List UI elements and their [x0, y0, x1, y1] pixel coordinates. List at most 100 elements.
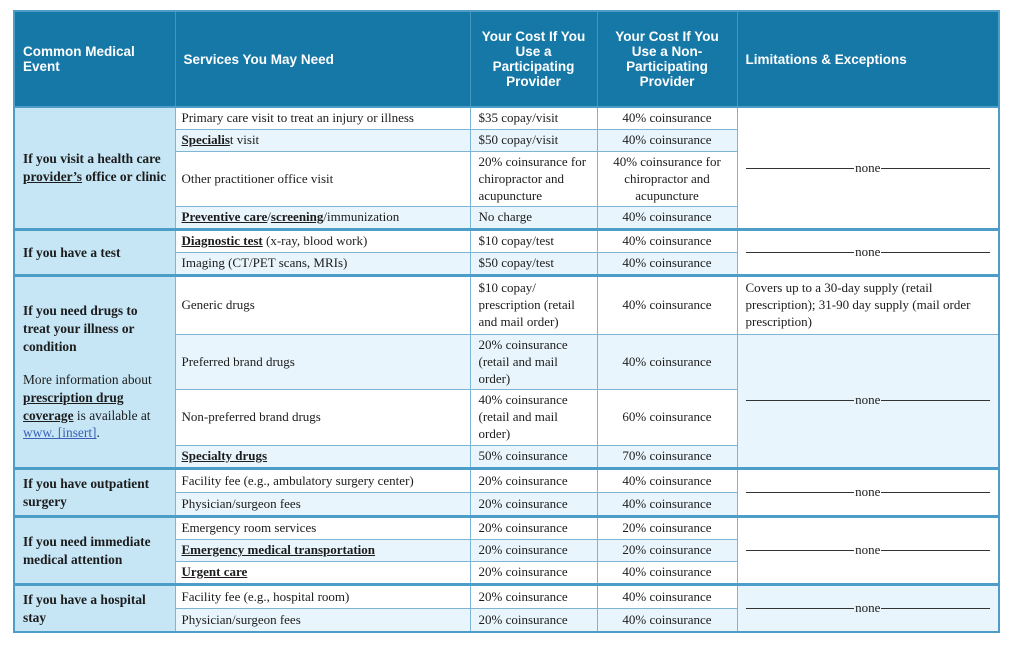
- participating-cost-cell: 20% coinsurance: [469, 583, 598, 610]
- event-cell: If you have a hospital stay: [13, 583, 176, 633]
- event-paragraph: More information about prescription drug…: [23, 371, 167, 442]
- text-run: Physician/surgeon fees: [181, 495, 301, 511]
- non-participating-cost-cell: 40% coinsurance: [596, 333, 738, 391]
- table-row: Preventive care/screening/immunization No…: [14, 206, 999, 231]
- text-run: More information about: [23, 372, 152, 388]
- text-run: If you visit a health care: [23, 151, 161, 167]
- text-run: Generic drugs: [181, 297, 255, 313]
- none-label: none: [855, 244, 881, 260]
- event-cell: If you need immediate medical attention: [13, 515, 176, 586]
- service-cell: Urgent care: [174, 561, 471, 586]
- text-run: Specialty drugs: [181, 448, 268, 464]
- dash-line: [881, 252, 990, 254]
- table-row: Physician/surgeon fees 20% coinsurance 40%…: [14, 608, 999, 633]
- table-row: Other practitioner office visit 20% coins…: [14, 150, 999, 208]
- dash-line: [745, 550, 855, 552]
- non-participating-cost-cell: 40% coinsurance: [596, 608, 738, 633]
- service-cell: Preferred brand drugs: [174, 333, 471, 391]
- participating-cost-cell: $50 copay/visit: [469, 128, 598, 152]
- none-label: none: [855, 159, 881, 175]
- text-run: Facility fee (e.g., hospital room): [181, 588, 350, 604]
- text-run: office or clinic: [82, 169, 167, 185]
- non-participating-cost-cell: 40% coinsurance: [596, 492, 738, 518]
- text-run: Urgent care: [181, 564, 248, 580]
- none-label: none: [855, 600, 881, 616]
- text-run: Emergency medical transportation: [181, 542, 376, 558]
- text-run: .: [96, 425, 100, 441]
- non-participating-cost-cell: 40% coinsurance: [596, 583, 738, 610]
- participating-cost-cell: 20% coinsurance: [469, 467, 598, 494]
- participating-cost-cell: 50% coinsurance: [469, 445, 598, 470]
- text-run: provider’s: [23, 169, 83, 185]
- col-header-limitations-exceptions: Limitations & Exceptions: [736, 10, 1000, 108]
- header-row: Common Medical Event Services You May Nee…: [13, 10, 1000, 108]
- table-row: Non-preferred brand drugs 40% coinsurance…: [14, 389, 999, 447]
- col-header-cost-non-participating-provider: Your Cost If You Use a Non-Participating…: [596, 10, 738, 108]
- dash-line: [881, 492, 990, 494]
- table-row: Specialty drugs 50% coinsurance 70% coinsu…: [14, 445, 999, 470]
- limitations-cell: none: [736, 515, 1000, 586]
- non-participating-cost-cell: 40% coinsurance: [596, 467, 738, 494]
- event-cell: If you need drugs to treat your illness …: [13, 274, 176, 470]
- table-row: If you need immediate medical attention E…: [13, 515, 1000, 586]
- text-run: If you need drugs to treat your illness …: [23, 303, 138, 354]
- dash-line: [881, 400, 990, 402]
- non-participating-cost-cell: 60% coinsurance: [596, 389, 738, 447]
- event-paragraph: If you visit a health care provider’s of…: [23, 150, 167, 185]
- dash-line: [881, 550, 990, 552]
- none-indicator: none: [745, 600, 990, 617]
- table-row: If you visit a health care provider’s of…: [13, 106, 1000, 231]
- limitations-cell: none: [736, 228, 1000, 277]
- col-header-cost-participating-provider: Your Cost If You Use a Participating Pro…: [469, 10, 598, 108]
- text-run: Non-preferred brand drugs: [181, 409, 321, 425]
- text-run: Preferred brand drugs: [181, 353, 295, 369]
- service-cell: Physician/surgeon fees: [174, 608, 471, 633]
- service-cell: Facility fee (e.g., hospital room): [174, 583, 471, 610]
- text-run: is available at: [73, 407, 151, 423]
- website-link[interactable]: www. [insert]: [23, 425, 97, 441]
- table-row: Urgent care 20% coinsurance 40% coinsuranc…: [14, 561, 999, 586]
- text-run: Other practitioner office visit: [181, 170, 334, 186]
- participating-cost-cell: 20% coinsurance: [469, 561, 598, 586]
- non-participating-cost-cell: 40% coinsurance: [596, 206, 738, 231]
- text-run: Preventive care: [181, 209, 268, 225]
- participating-cost-cell: $50 copay/test: [469, 252, 598, 277]
- event-paragraph: If you need immediate medical attention: [23, 533, 167, 568]
- service-cell: Facility fee (e.g., ambulatory surgery c…: [174, 467, 471, 494]
- text-run: (x-ray, blood work): [262, 233, 368, 249]
- none-indicator: none: [745, 159, 990, 177]
- event-paragraph: If you have a test: [23, 244, 167, 262]
- service-cell: Physician/surgeon fees: [174, 492, 471, 518]
- table-row: Specialist visit $50 copay/visit 40% coins…: [14, 128, 999, 152]
- dash-line: [745, 252, 855, 254]
- none-indicator: none: [745, 244, 990, 261]
- event-cell: If you have outpatient surgery: [13, 467, 176, 518]
- service-cell: Imaging (CT/PET scans, MRIs): [174, 252, 471, 277]
- text-run: Physician/surgeon fees: [181, 611, 301, 627]
- none-label: none: [855, 542, 881, 558]
- service-cell: Emergency room services: [174, 515, 471, 541]
- non-participating-cost-cell: 40% coinsurance for chiropractor and acu…: [596, 150, 738, 208]
- table-row: If you have a test Diagnostic test (x-ray…: [13, 228, 1000, 277]
- table-row: Physician/surgeon fees 20% coinsurance 40%…: [14, 492, 999, 518]
- limitations-cell: none: [736, 106, 1000, 231]
- limitations-cell: none: [736, 333, 1000, 470]
- dash-line: [745, 167, 855, 169]
- event-paragraph: If you have outpatient surgery: [23, 475, 167, 510]
- dash-line: [745, 492, 855, 494]
- service-cell: Other practitioner office visit: [174, 150, 471, 208]
- none-label: none: [855, 484, 881, 500]
- limitations-cell: none: [736, 583, 1000, 633]
- text-run: prescription drug coverage: [23, 389, 124, 423]
- text-run: /immunization: [323, 209, 400, 225]
- participating-cost-cell: No charge: [469, 206, 598, 231]
- text-run: If you have a hospital stay: [23, 592, 146, 625]
- service-cell: Specialty drugs: [174, 445, 471, 470]
- service-cell: Generic drugs: [174, 274, 471, 335]
- non-participating-cost-cell: 40% coinsurance: [596, 274, 738, 335]
- dash-line: [881, 608, 990, 610]
- text-run: If you need immediate medical attention: [23, 534, 151, 567]
- participating-cost-cell: 20% coinsurance: [469, 492, 598, 518]
- non-participating-cost-cell: 70% coinsurance: [596, 445, 738, 470]
- non-participating-cost-cell: 40% coinsurance: [596, 561, 738, 586]
